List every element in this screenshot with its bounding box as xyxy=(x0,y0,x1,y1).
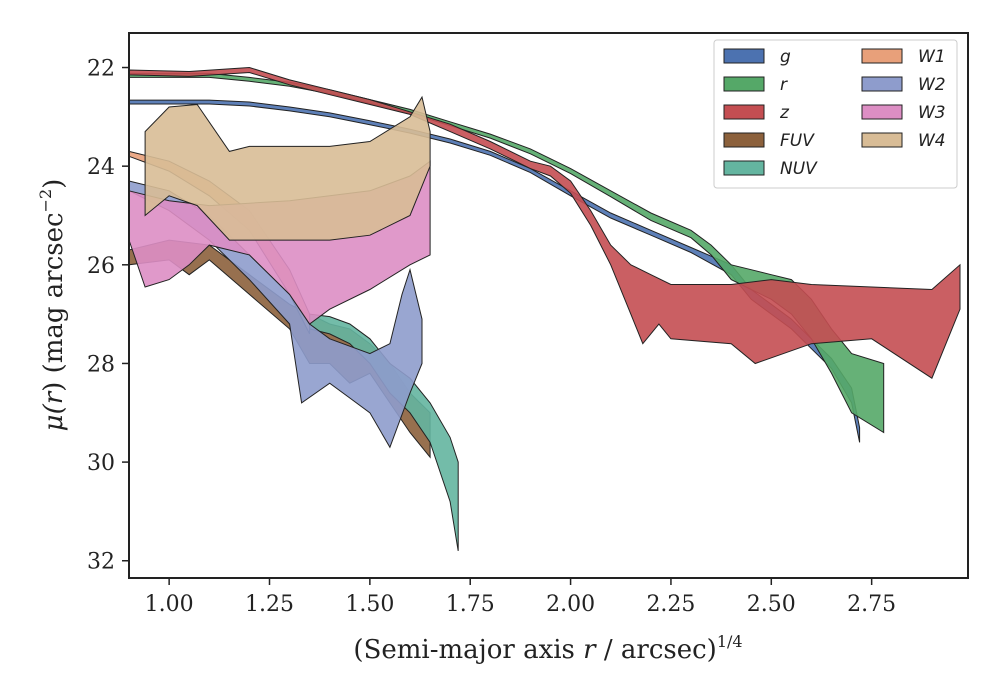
y-tick-label: 26 xyxy=(87,254,115,279)
legend: grz FUV NUV W1 W2 W3 W4 xyxy=(713,39,958,189)
y-tick-label: 28 xyxy=(87,352,115,377)
x-tick-label: 1.25 xyxy=(245,592,294,617)
legend-swatch-nuv xyxy=(723,160,765,176)
x-tick-label: 1.75 xyxy=(446,592,495,617)
y-tick-label: 32 xyxy=(87,550,115,575)
x-tick-label: 2.25 xyxy=(646,592,695,617)
legend-label-w2: W2 xyxy=(918,75,946,95)
x-axis-title: (Semi-major axis r / arcsec)1/4 xyxy=(353,632,742,665)
legend-label-w4: W4 xyxy=(918,131,946,151)
series-band-z xyxy=(128,66,961,379)
series-band-w4 xyxy=(144,95,431,241)
series-layer xyxy=(128,66,961,551)
x-tick-label: 2.50 xyxy=(747,592,796,617)
legend-label-fuv: FUV xyxy=(780,131,815,151)
legend-label-w3: W3 xyxy=(918,103,946,123)
legend-swatch-w3 xyxy=(861,104,903,120)
legend-swatch-w1 xyxy=(861,48,903,64)
x-tick-label: 2.00 xyxy=(546,592,595,617)
y-tick-label: 24 xyxy=(87,155,115,180)
legend-label-z: z xyxy=(779,103,790,123)
legend-swatch-g xyxy=(723,48,765,64)
plot-frame xyxy=(128,32,969,579)
y-axis: 22 24 26 28 30 32 xyxy=(87,57,129,575)
legend-swatch-w2 xyxy=(861,76,903,92)
x-axis: 1.00 1.25 1.50 1.75 2.00 2.25 2.50 2.75 xyxy=(145,578,896,617)
legend-label-r: r xyxy=(780,75,788,95)
y-tick-label: 30 xyxy=(87,451,115,476)
legend-label-w1: W1 xyxy=(918,47,946,67)
x-tick-label: 1.00 xyxy=(145,592,194,617)
legend-swatch-z xyxy=(723,104,765,120)
legend-label-nuv: NUV xyxy=(780,159,818,179)
legend-swatch-w4 xyxy=(861,132,903,148)
y-axis-title: μ(r) (mag arcsec−2) xyxy=(36,179,69,432)
legend-swatch-fuv xyxy=(723,132,765,148)
x-tick-label: 1.50 xyxy=(345,592,394,617)
legend-label-g: g xyxy=(780,47,791,67)
legend-swatch-r xyxy=(723,76,765,92)
x-tick-label: 2.75 xyxy=(847,592,896,617)
y-tick-label: 22 xyxy=(87,57,115,82)
